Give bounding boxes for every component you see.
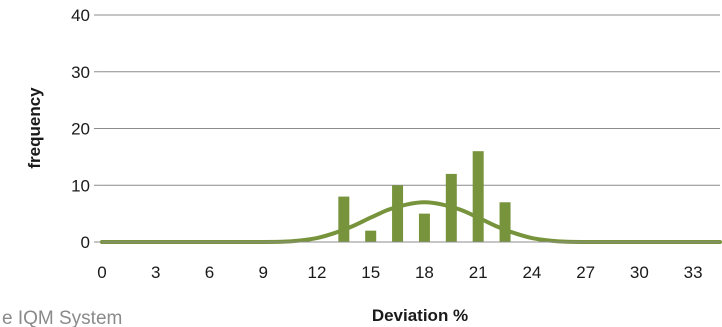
bar [418,213,430,242]
y-tick-labels: 0 10 20 30 40 [71,6,90,252]
x-tick-label: 24 [522,263,541,282]
x-tick-label: 21 [469,263,488,282]
x-tick-label: 30 [630,263,649,282]
x-tick-label: 27 [576,263,595,282]
y-tick-label: 0 [81,233,90,252]
bar [338,196,350,242]
x-tick-label: 18 [415,263,434,282]
bar [472,151,484,242]
fitted-curve [100,200,722,245]
bar [365,230,377,242]
y-tick-label: 30 [71,63,90,82]
x-tick-label: 3 [151,263,160,282]
footer-caption: e IQM System [2,308,122,327]
x-tick-label: 12 [307,263,326,282]
bars [338,151,511,242]
y-tick-label: 40 [71,6,90,25]
bar [499,202,511,242]
x-tick-label: 15 [361,263,380,282]
x-tick-label: 6 [205,263,214,282]
y-tick-label: 10 [71,176,90,195]
bar [392,185,404,242]
x-tick-labels: 0 3 6 9 12 15 18 21 24 27 30 33 [97,263,702,282]
x-axis-title: Deviation % [372,306,468,325]
x-tick-label: 9 [258,263,267,282]
x-tick-label: 0 [97,263,106,282]
gridlines [94,14,720,243]
y-tick-label: 20 [71,120,90,139]
y-axis-title: frequency [25,87,44,169]
x-tick-label: 33 [684,263,703,282]
